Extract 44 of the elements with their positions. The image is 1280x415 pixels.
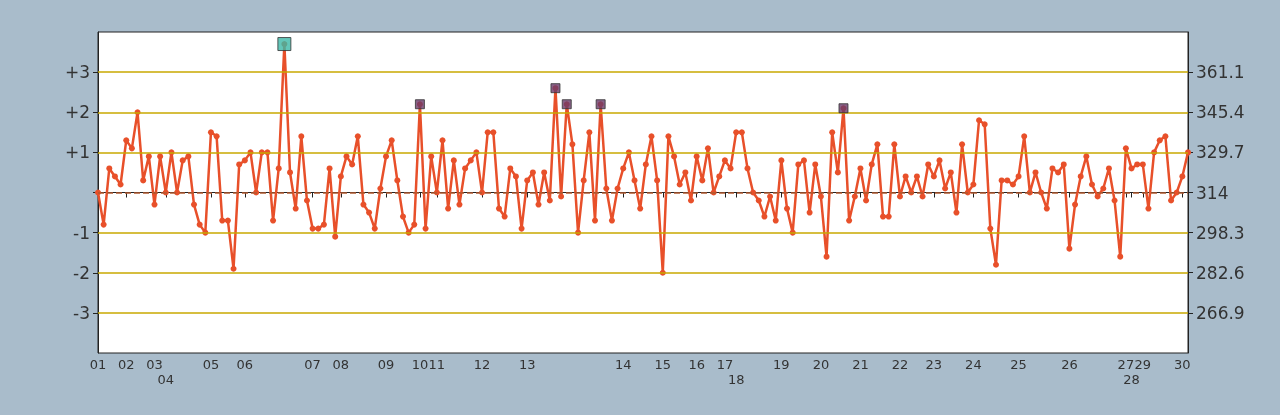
x-tick-label: 15 (654, 357, 672, 372)
x-tick-label: 11 (428, 357, 446, 372)
y2-tick-label: 282.6 (1196, 262, 1245, 283)
x-tick-label: 08 (332, 357, 350, 372)
x-tick-label: 21 (852, 357, 869, 372)
x-tick-label: 05 (202, 357, 220, 372)
x-tick-label: 14 (614, 357, 632, 372)
x-tick-label: 23 (925, 357, 943, 372)
x-tick-label: 17 (716, 357, 734, 372)
x-tick-label: 03 (146, 357, 163, 372)
x-tick-label: 13 (518, 357, 536, 372)
x-tick-label: 30 (1174, 357, 1191, 372)
y-tick-label: -3 (73, 302, 90, 323)
x-tick-label: 12 (473, 357, 491, 372)
y-tick-label: +1 (64, 142, 90, 163)
y2-tick-label: 314 (1196, 182, 1229, 203)
y-tick-label: -1 (73, 222, 90, 243)
x-tick-label: 28 (1123, 372, 1140, 387)
y-tick-label: +2 (64, 102, 90, 123)
x-tick-label: 29 (1134, 357, 1152, 372)
y2-tick-label: 329.7 (1196, 142, 1245, 163)
x-tick-label: 06 (236, 357, 254, 372)
y2-tick-label: 298.3 (1196, 222, 1245, 243)
x-tick-label: 24 (965, 357, 982, 372)
x-tick-label: 26 (1061, 357, 1078, 372)
x-tick-label: 16 (688, 357, 705, 372)
y2-tick-label: 361.1 (1196, 62, 1245, 83)
x-tick-label: 02 (117, 357, 135, 372)
x-tick-label: 01 (89, 357, 107, 372)
x-tick-label: 04 (157, 372, 175, 387)
point (277, 37, 292, 52)
x-tick-label: 25 (1010, 357, 1027, 372)
x-tick-label: 27 (1117, 357, 1135, 372)
x-tick-label: 09 (377, 357, 395, 372)
y-tick-label: +3 (64, 62, 90, 83)
y-tick-label: -2 (73, 262, 90, 283)
x-tick-label: 19 (773, 357, 790, 372)
x-tick-label: 18 (727, 372, 745, 387)
y2-tick-label: 266.9 (1196, 302, 1245, 323)
x-tick-label: 07 (304, 357, 321, 372)
y2-tick-label: 345.4 (1196, 102, 1245, 123)
x-tick-label: 22 (891, 357, 909, 372)
x-tick-label: 20 (812, 357, 830, 372)
x-tick-label: 10 (411, 357, 429, 372)
